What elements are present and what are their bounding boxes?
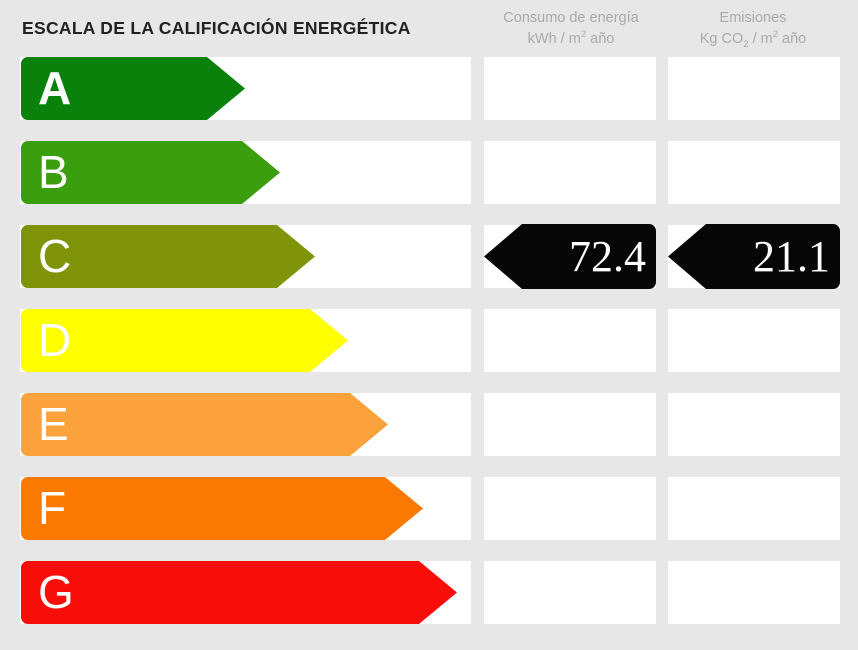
consumo-cell (484, 393, 656, 456)
rating-arrow-head-icon (385, 477, 423, 540)
rating-arrow-body (21, 57, 207, 120)
consumo-cell (484, 477, 656, 540)
emisiones-cell (668, 393, 840, 456)
rating-arrow-head-icon (242, 141, 280, 204)
rating-row-b: B (0, 141, 858, 204)
emisiones-header-line1: Emisiones (719, 10, 787, 26)
rating-letter: F (38, 481, 67, 534)
rating-letter: E (38, 397, 69, 450)
emisiones-cell (668, 309, 840, 372)
consumo-cell (484, 309, 656, 372)
rating-arrow-a: A (21, 57, 245, 120)
rating-letter: A (38, 61, 72, 114)
consumo-header-line1: Consumo de energía (503, 10, 639, 26)
consumo-cell (484, 57, 656, 120)
emisiones-value-arrow-head-icon (668, 224, 706, 289)
consumo-cell: 72.4 (484, 224, 656, 289)
consumo-value: 72.4 (569, 231, 646, 281)
rating-arrow-head-icon (277, 225, 315, 288)
emisiones-cell (668, 141, 840, 204)
consumo-header-units: kWh / m2 año (527, 29, 615, 47)
consumo-value-arrow-body: 72.4 (522, 224, 656, 289)
column-header-consumo: Consumo de energía kWh / m2 año (466, 8, 676, 50)
rating-arrow-d: D (21, 309, 348, 372)
rating-arrow-head-icon (207, 57, 245, 120)
emisiones-cell (668, 477, 840, 540)
rating-arrow-body (21, 141, 242, 204)
rating-arrow-body (21, 477, 385, 540)
page-title: ESCALA DE LA CALIFICACIÓN ENERGÉTICA (22, 18, 411, 38)
rating-arrow-body (21, 393, 350, 456)
consumo-cell (484, 561, 656, 624)
rating-row-e: E (0, 393, 858, 456)
rating-arrow-f: F (21, 477, 423, 540)
rating-arrow-head-icon (310, 309, 348, 372)
rating-arrow-g: G (21, 561, 457, 624)
emisiones-cell (668, 57, 840, 120)
rating-letter: D (38, 313, 72, 366)
consumo-cell (484, 141, 656, 204)
rating-arrow-b: B (21, 141, 280, 204)
rating-row-f: F (0, 477, 858, 540)
rating-letter: C (38, 229, 72, 282)
emisiones-value-arrow-body: 21.1 (706, 224, 840, 289)
consumo-value-arrow: 72.4 (484, 224, 656, 289)
rating-row-g: G (0, 561, 858, 624)
rating-arrow-head-icon (350, 393, 388, 456)
rating-arrow-body (21, 225, 277, 288)
consumo-value-arrow-head-icon (484, 224, 522, 289)
column-header-emisiones: Emisiones Kg CO2 / m2 año (648, 8, 858, 50)
rating-arrow-body (21, 309, 310, 372)
rating-row-a: A (0, 57, 858, 120)
rating-arrow-head-icon (419, 561, 457, 624)
rating-letter: B (38, 145, 69, 198)
emisiones-header-units: Kg CO2 / m2 año (699, 29, 807, 50)
rating-arrow-c: C (21, 225, 315, 288)
emisiones-cell: 21.1 (668, 224, 840, 289)
rating-row-c: C 72.4 21.1 (0, 224, 858, 289)
emisiones-value: 21.1 (753, 231, 830, 281)
rating-row-d: D (0, 309, 858, 372)
rating-letter: G (38, 565, 74, 618)
rating-arrow-e: E (21, 393, 388, 456)
rating-arrow-body (21, 561, 419, 624)
emisiones-cell (668, 561, 840, 624)
emisiones-value-arrow: 21.1 (668, 224, 840, 289)
